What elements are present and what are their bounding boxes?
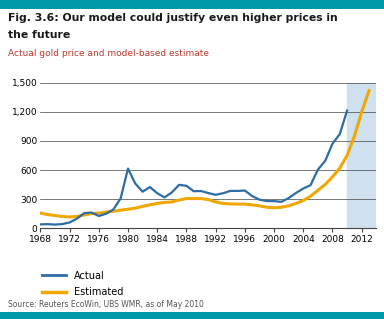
Text: Source: Reuters EcoWin, UBS WMR, as of May 2010: Source: Reuters EcoWin, UBS WMR, as of M… (8, 300, 204, 309)
Text: the future: the future (8, 30, 70, 40)
Text: Actual gold price and model-based estimate: Actual gold price and model-based estima… (8, 49, 209, 58)
Legend: Actual, Estimated: Actual, Estimated (42, 271, 123, 298)
Bar (347, 83, 376, 228)
Text: Fig. 3.6: Our model could justify even higher prices in: Fig. 3.6: Our model could justify even h… (8, 13, 338, 23)
